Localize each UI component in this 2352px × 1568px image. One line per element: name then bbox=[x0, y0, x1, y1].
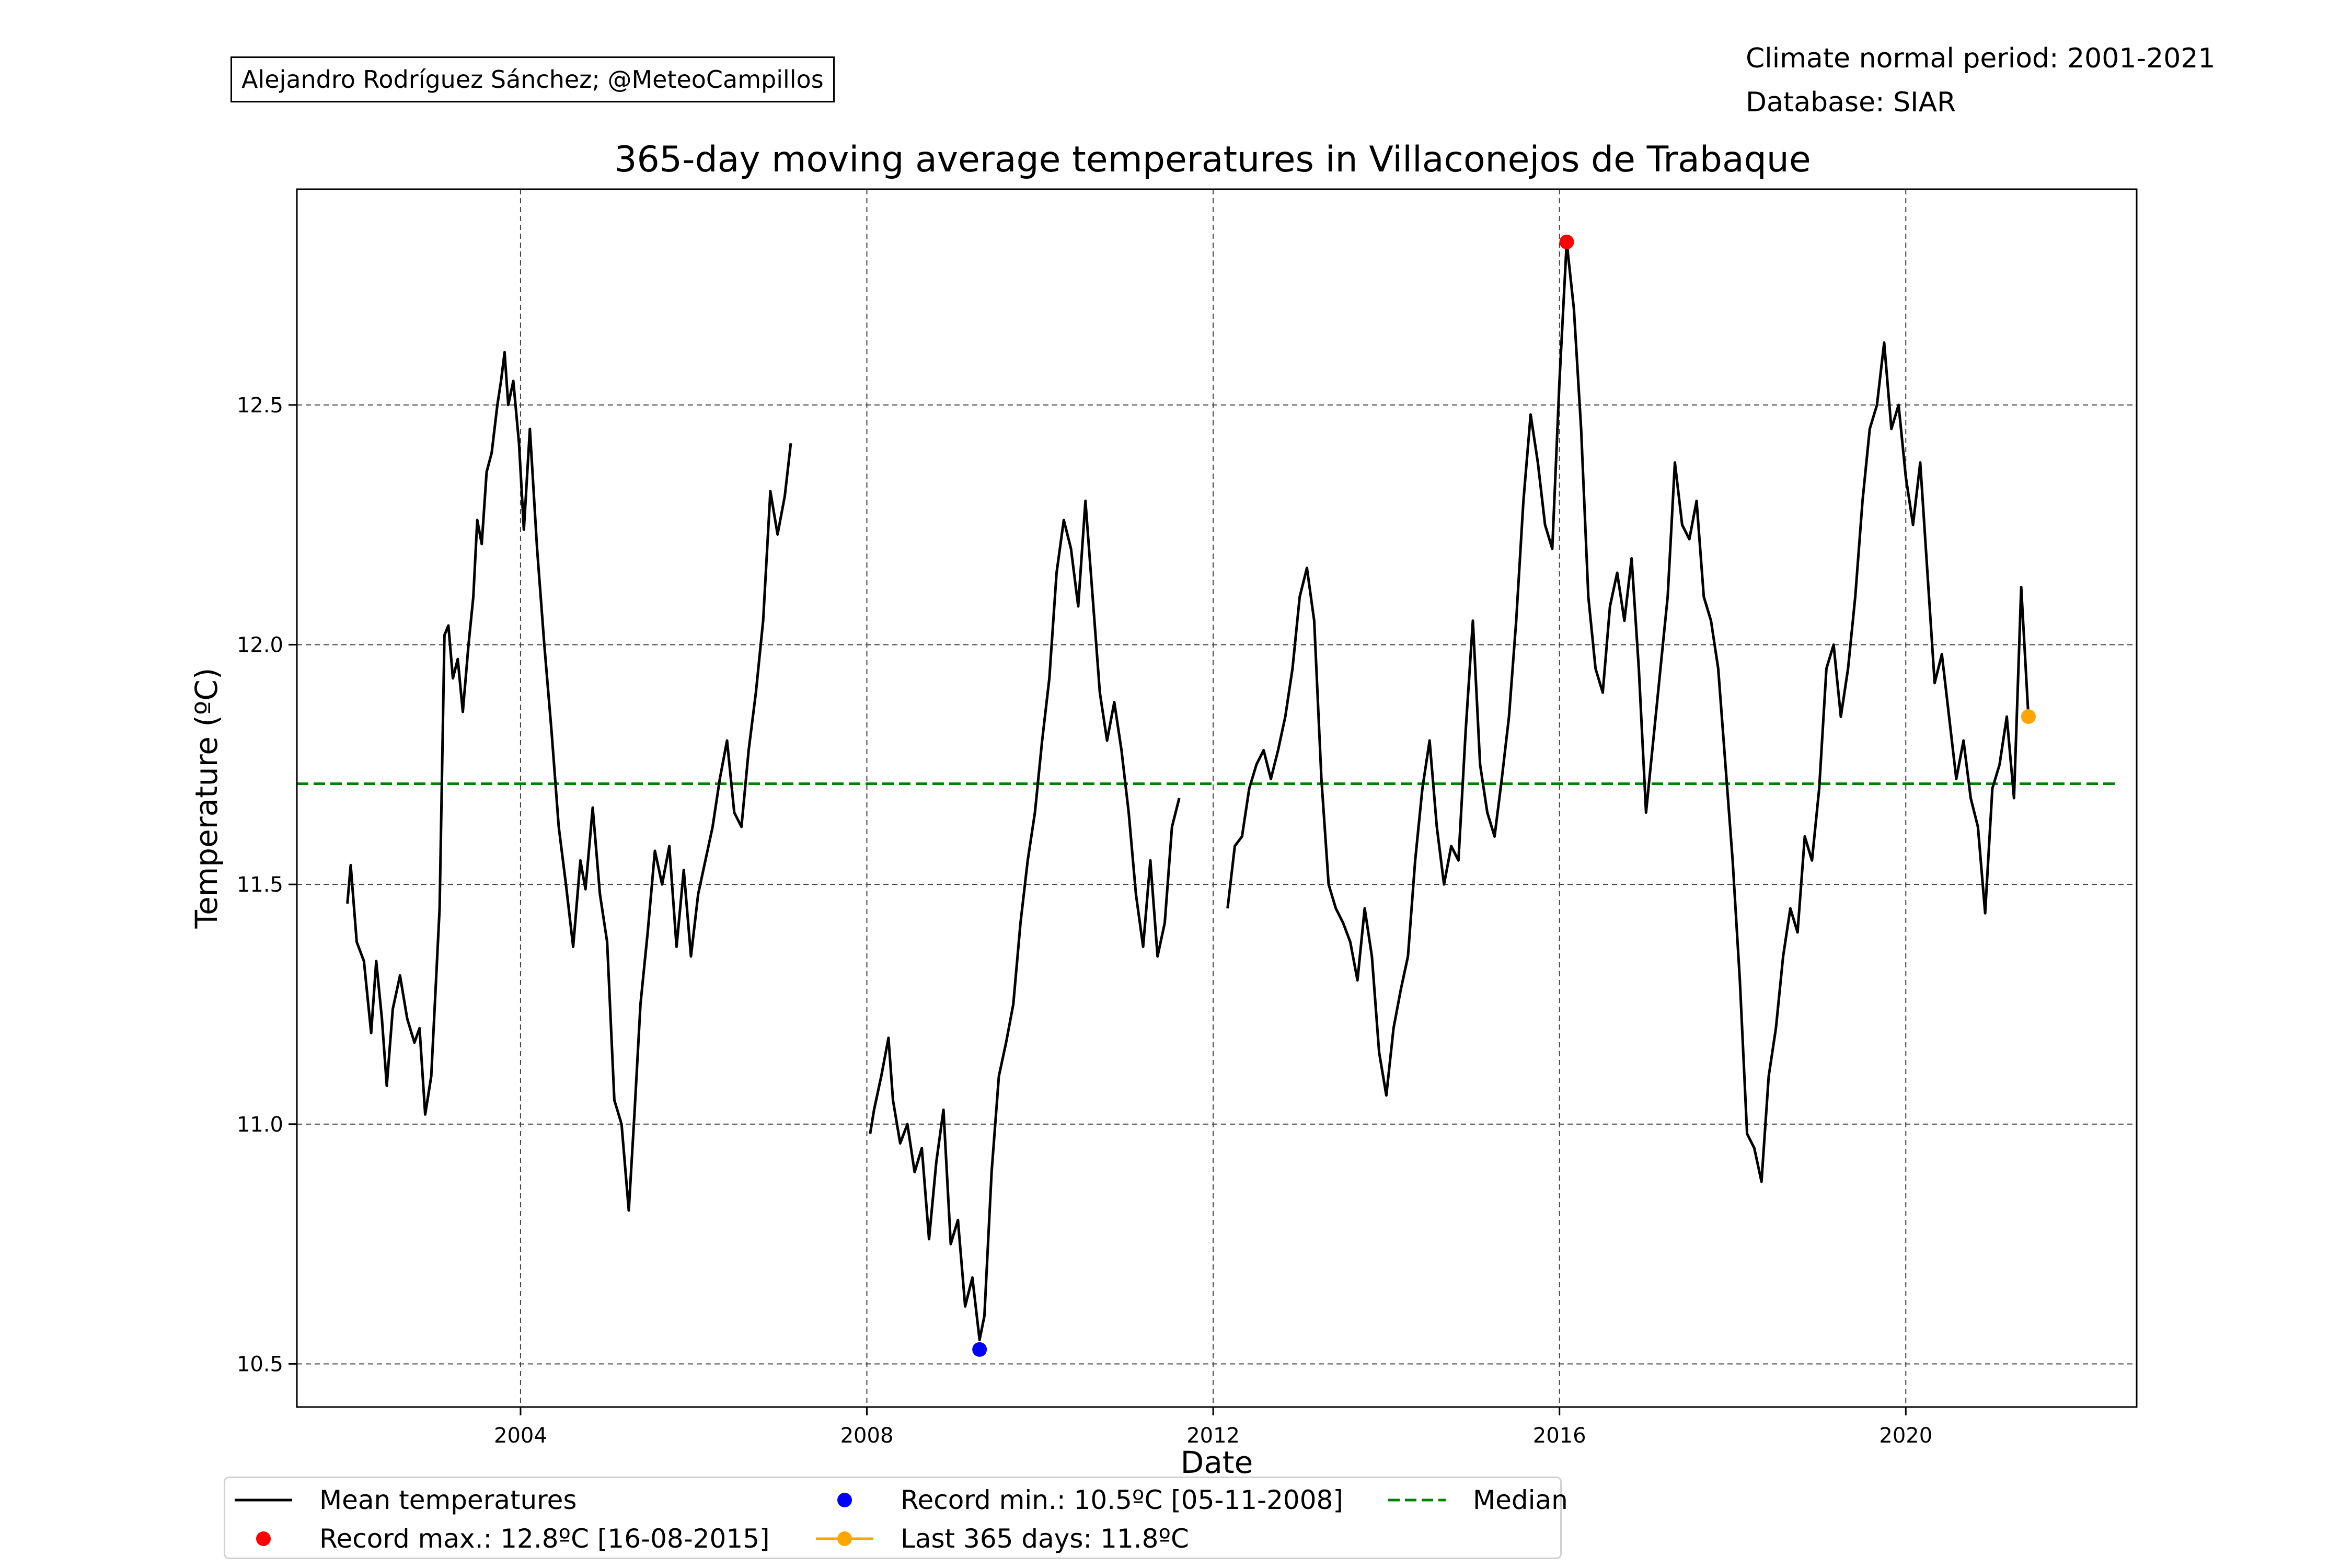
mean-temperature-line bbox=[346, 351, 792, 1212]
legend-label: Record max.: 12.8ºC [16-08-2015] bbox=[319, 1524, 770, 1554]
climate-normal-period: Climate normal period: 2001-2021 bbox=[1746, 43, 2216, 74]
x-axis-label: Date bbox=[1181, 1445, 1253, 1480]
last-365-days-marker bbox=[2021, 709, 2036, 724]
author-credit: Alejandro Rodríguez Sánchez; @MeteoCampi… bbox=[230, 56, 835, 102]
y-tick-label: 12.0 bbox=[237, 633, 283, 657]
blue-dot-icon bbox=[837, 1493, 852, 1507]
y-axis-label: Temperature (ºC) bbox=[189, 668, 224, 929]
x-tick-label: 2020 bbox=[1879, 1424, 1932, 1448]
y-tick-label: 10.5 bbox=[237, 1352, 283, 1376]
database-source: Database: SIAR bbox=[1746, 87, 1956, 118]
legend-label: Last 365 days: 11.8ºC bbox=[901, 1524, 1189, 1554]
series-layer bbox=[346, 240, 2030, 1342]
x-tick-label: 2004 bbox=[494, 1424, 547, 1448]
legend-label: Median bbox=[1473, 1485, 1568, 1515]
x-tick-label: 2012 bbox=[1186, 1424, 1240, 1448]
legend-dashed-line-icon bbox=[1388, 1498, 1446, 1502]
red-dot-icon bbox=[256, 1531, 271, 1546]
x-axis-ticks: 2004 2008 2012 2016 2020 bbox=[494, 1407, 1932, 1448]
mean-temperature-line bbox=[869, 499, 1181, 1342]
x-tick-label: 2008 bbox=[840, 1424, 894, 1448]
mean-temperature-line bbox=[1226, 240, 2030, 1183]
y-tick-label: 12.5 bbox=[237, 394, 283, 418]
y-tick-label: 11.5 bbox=[237, 873, 283, 897]
record-max-marker bbox=[1559, 234, 1574, 249]
legend: Mean temperatures Record max.: 12.8ºC [1… bbox=[224, 1477, 1568, 1559]
y-axis-ticks: 10.5 11.0 11.5 12.0 12.5 bbox=[237, 394, 297, 1376]
orange-line-dot-icon bbox=[816, 1531, 873, 1546]
legend-line-icon bbox=[235, 1498, 292, 1502]
plot-frame bbox=[296, 188, 2138, 1408]
legend-label: Record min.: 10.5ºC [05-11-2008] bbox=[901, 1485, 1343, 1515]
chart-title: 365-day moving average temperatures in V… bbox=[614, 139, 1811, 180]
record-min-marker bbox=[972, 1342, 987, 1357]
grid bbox=[297, 189, 2137, 1407]
legend-label: Mean temperatures bbox=[319, 1485, 577, 1515]
y-tick-label: 11.0 bbox=[237, 1113, 283, 1137]
x-tick-label: 2016 bbox=[1533, 1424, 1586, 1448]
marker-layer bbox=[972, 234, 2036, 1357]
